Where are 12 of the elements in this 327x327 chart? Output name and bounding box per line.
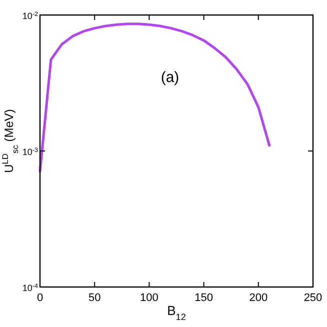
- x-tick-label: 150: [194, 292, 213, 304]
- x-tick-label: 0: [36, 292, 44, 304]
- x-tick-label: 100: [140, 292, 158, 304]
- annotation: (a): [160, 69, 180, 86]
- x-tick-label: 250: [304, 292, 322, 304]
- x-tick-label: 50: [88, 292, 101, 304]
- y-tick-label: 10$^{-3}$: [22, 146, 38, 157]
- line-series: [38, 22, 271, 172]
- y-tick-label: 10$^{-4}$: [22, 282, 38, 293]
- x-axis-title: B$_{12}$: [167, 303, 186, 322]
- x-tick-label: 200: [249, 292, 268, 304]
- y-tick-label: 10$^{-2}$: [22, 10, 38, 21]
